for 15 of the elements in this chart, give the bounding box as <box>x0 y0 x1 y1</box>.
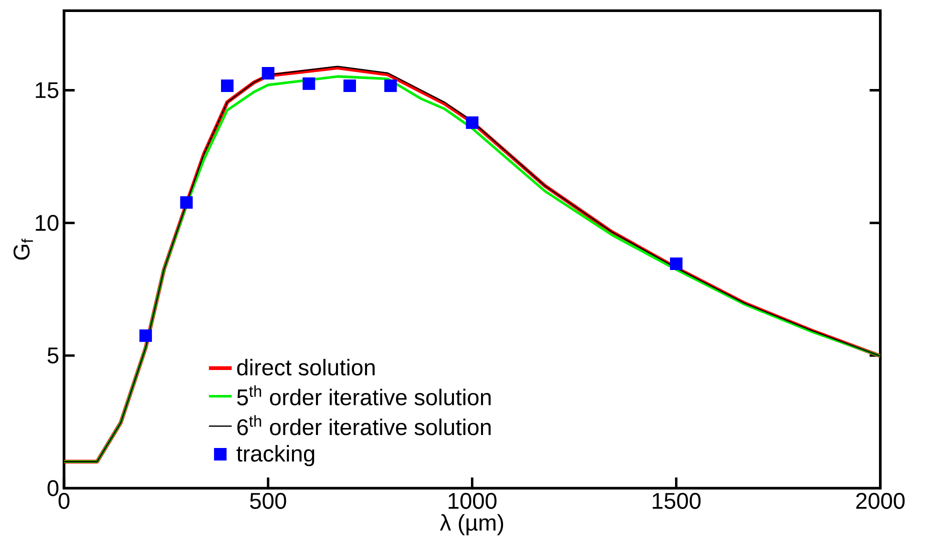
x-tick-label: 0 <box>58 493 70 510</box>
y-tick-label: 10 <box>36 215 58 232</box>
legend-label: direct solution <box>237 359 375 376</box>
legend-label: tracking <box>236 445 314 466</box>
y-axis-title: G$_{f}$ <box>14 238 33 260</box>
y-tick-label: 15 <box>36 82 58 98</box>
y-tick-label: 5 <box>48 348 58 364</box>
legend-label: 5$^{th}$ order iterative solution <box>237 386 491 406</box>
x-tick-label: 1500 <box>652 493 701 510</box>
x-tick-label: 2000 <box>856 493 905 510</box>
y-tick-label: 0 <box>48 480 58 496</box>
x-tick-label: 1000 <box>448 493 497 510</box>
x-axis-title: λ (µm) <box>440 514 504 536</box>
legend-label: 6$^{th}$ order iterative solution <box>237 415 491 436</box>
x-tick-label: 500 <box>250 493 286 510</box>
